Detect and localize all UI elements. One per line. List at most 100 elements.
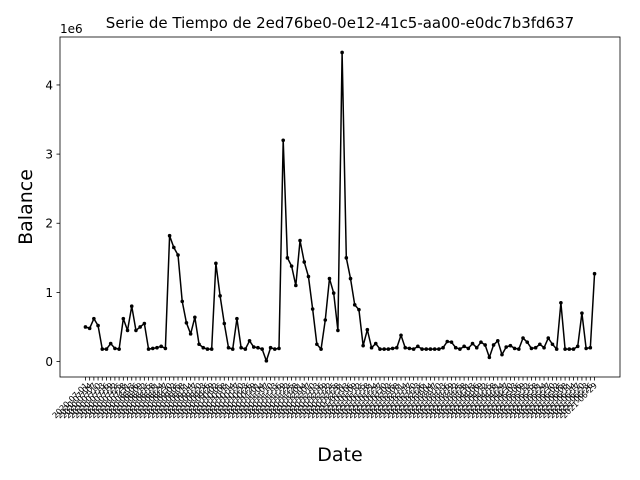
data-point: [365, 327, 370, 332]
data-point: [302, 260, 307, 264]
data-point: [445, 339, 450, 344]
data-point: [146, 347, 151, 351]
data-point: [542, 345, 546, 350]
data-point: [209, 347, 214, 351]
data-point: [462, 344, 466, 349]
data-point: [550, 342, 555, 347]
data-point: [205, 347, 210, 351]
data-point: [508, 343, 513, 348]
data-point: [369, 345, 374, 350]
data-point: [386, 347, 391, 351]
data-point: [327, 276, 332, 281]
data-point: [584, 346, 588, 351]
y-offset-label: 1e6: [60, 22, 83, 36]
data-point: [256, 345, 260, 350]
data-point: [218, 294, 222, 298]
data-point: [92, 316, 96, 321]
data-point: [525, 340, 530, 344]
data-point: [277, 346, 281, 351]
data-point: [184, 321, 189, 325]
data-point: [575, 344, 580, 349]
data-point: [108, 341, 113, 346]
data-point: [390, 346, 395, 351]
data-point: [580, 311, 584, 315]
data-point: [571, 347, 576, 351]
data-point: [474, 345, 479, 350]
data-point: [521, 336, 525, 340]
chart-title: Serie de Tiempo de 2ed76be0-0e12-41c5-aa…: [106, 14, 574, 32]
data-point: [272, 347, 277, 351]
data-point: [134, 328, 138, 333]
data-point: [281, 138, 286, 143]
data-point: [172, 245, 176, 250]
data-point: [470, 341, 475, 346]
y-tick-label: 0: [45, 355, 53, 369]
data-point: [117, 347, 121, 351]
data-point: [378, 347, 382, 351]
data-point: [441, 345, 445, 350]
data-point: [285, 256, 290, 260]
y-axis-label: Balance: [15, 169, 37, 245]
data-point: [340, 50, 344, 55]
data-point: [348, 276, 353, 281]
data-point: [479, 340, 483, 344]
data-point: [83, 325, 88, 329]
data-point: [138, 325, 142, 329]
data-point: [230, 347, 235, 351]
data-point: [201, 345, 206, 350]
data-point: [437, 347, 441, 351]
data-point: [251, 345, 256, 349]
data-point: [331, 291, 336, 295]
data-point: [306, 274, 311, 279]
data-point: [319, 347, 323, 351]
data-point: [382, 347, 386, 351]
data-point: [495, 339, 500, 343]
data-point: [453, 345, 458, 350]
data-point: [487, 355, 492, 360]
data-point: [529, 346, 534, 351]
data-point: [100, 347, 105, 351]
y-tick-label: 2: [45, 217, 53, 231]
data-point: [546, 336, 551, 340]
data-point: [373, 341, 378, 346]
y-tick-label: 3: [45, 148, 53, 162]
data-point: [432, 347, 437, 351]
data-point: [336, 328, 340, 333]
data-point: [155, 345, 159, 350]
data-point: [361, 343, 365, 348]
data-point: [563, 347, 567, 351]
data-point: [298, 238, 302, 243]
data-point: [222, 321, 227, 326]
data-point: [458, 347, 462, 351]
data-point: [113, 346, 117, 351]
data-point: [243, 347, 248, 351]
data-point: [500, 352, 504, 357]
data-point: [411, 347, 416, 351]
data-point: [294, 283, 298, 288]
y-tick-label: 4: [45, 78, 53, 92]
data-point: [424, 347, 429, 351]
data-point: [407, 346, 412, 351]
data-point: [197, 342, 201, 347]
data-point: [466, 346, 471, 351]
data-point: [150, 346, 155, 351]
data-point: [344, 256, 349, 260]
data-point: [121, 316, 126, 321]
x-axis-label: Date: [317, 444, 362, 466]
data-point: [420, 347, 424, 351]
data-point: [399, 333, 403, 338]
data-point: [310, 307, 315, 311]
data-point: [394, 345, 399, 350]
data-point: [559, 300, 563, 305]
data-point: [247, 339, 252, 343]
data-point: [125, 328, 130, 333]
data-point: [193, 315, 197, 320]
data-point: [289, 264, 294, 268]
data-point: [567, 347, 572, 351]
data-point: [533, 345, 538, 350]
data-point: [504, 345, 508, 349]
data-point: [96, 323, 100, 328]
data-point: [538, 342, 542, 347]
